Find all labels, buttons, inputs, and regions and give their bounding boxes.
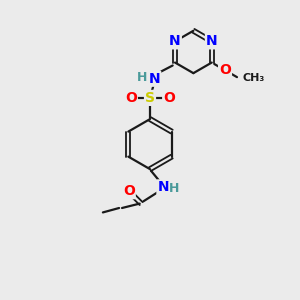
Text: O: O	[163, 91, 175, 105]
Text: CH₃: CH₃	[243, 73, 265, 83]
Text: N: N	[206, 34, 218, 48]
Text: N: N	[158, 180, 169, 194]
Text: O: O	[219, 63, 231, 77]
Text: N: N	[148, 72, 160, 86]
Text: O: O	[123, 184, 135, 198]
Text: H: H	[137, 71, 147, 84]
Text: H: H	[169, 182, 180, 195]
Text: S: S	[145, 91, 155, 105]
Text: N: N	[169, 34, 181, 48]
Text: O: O	[125, 91, 137, 105]
